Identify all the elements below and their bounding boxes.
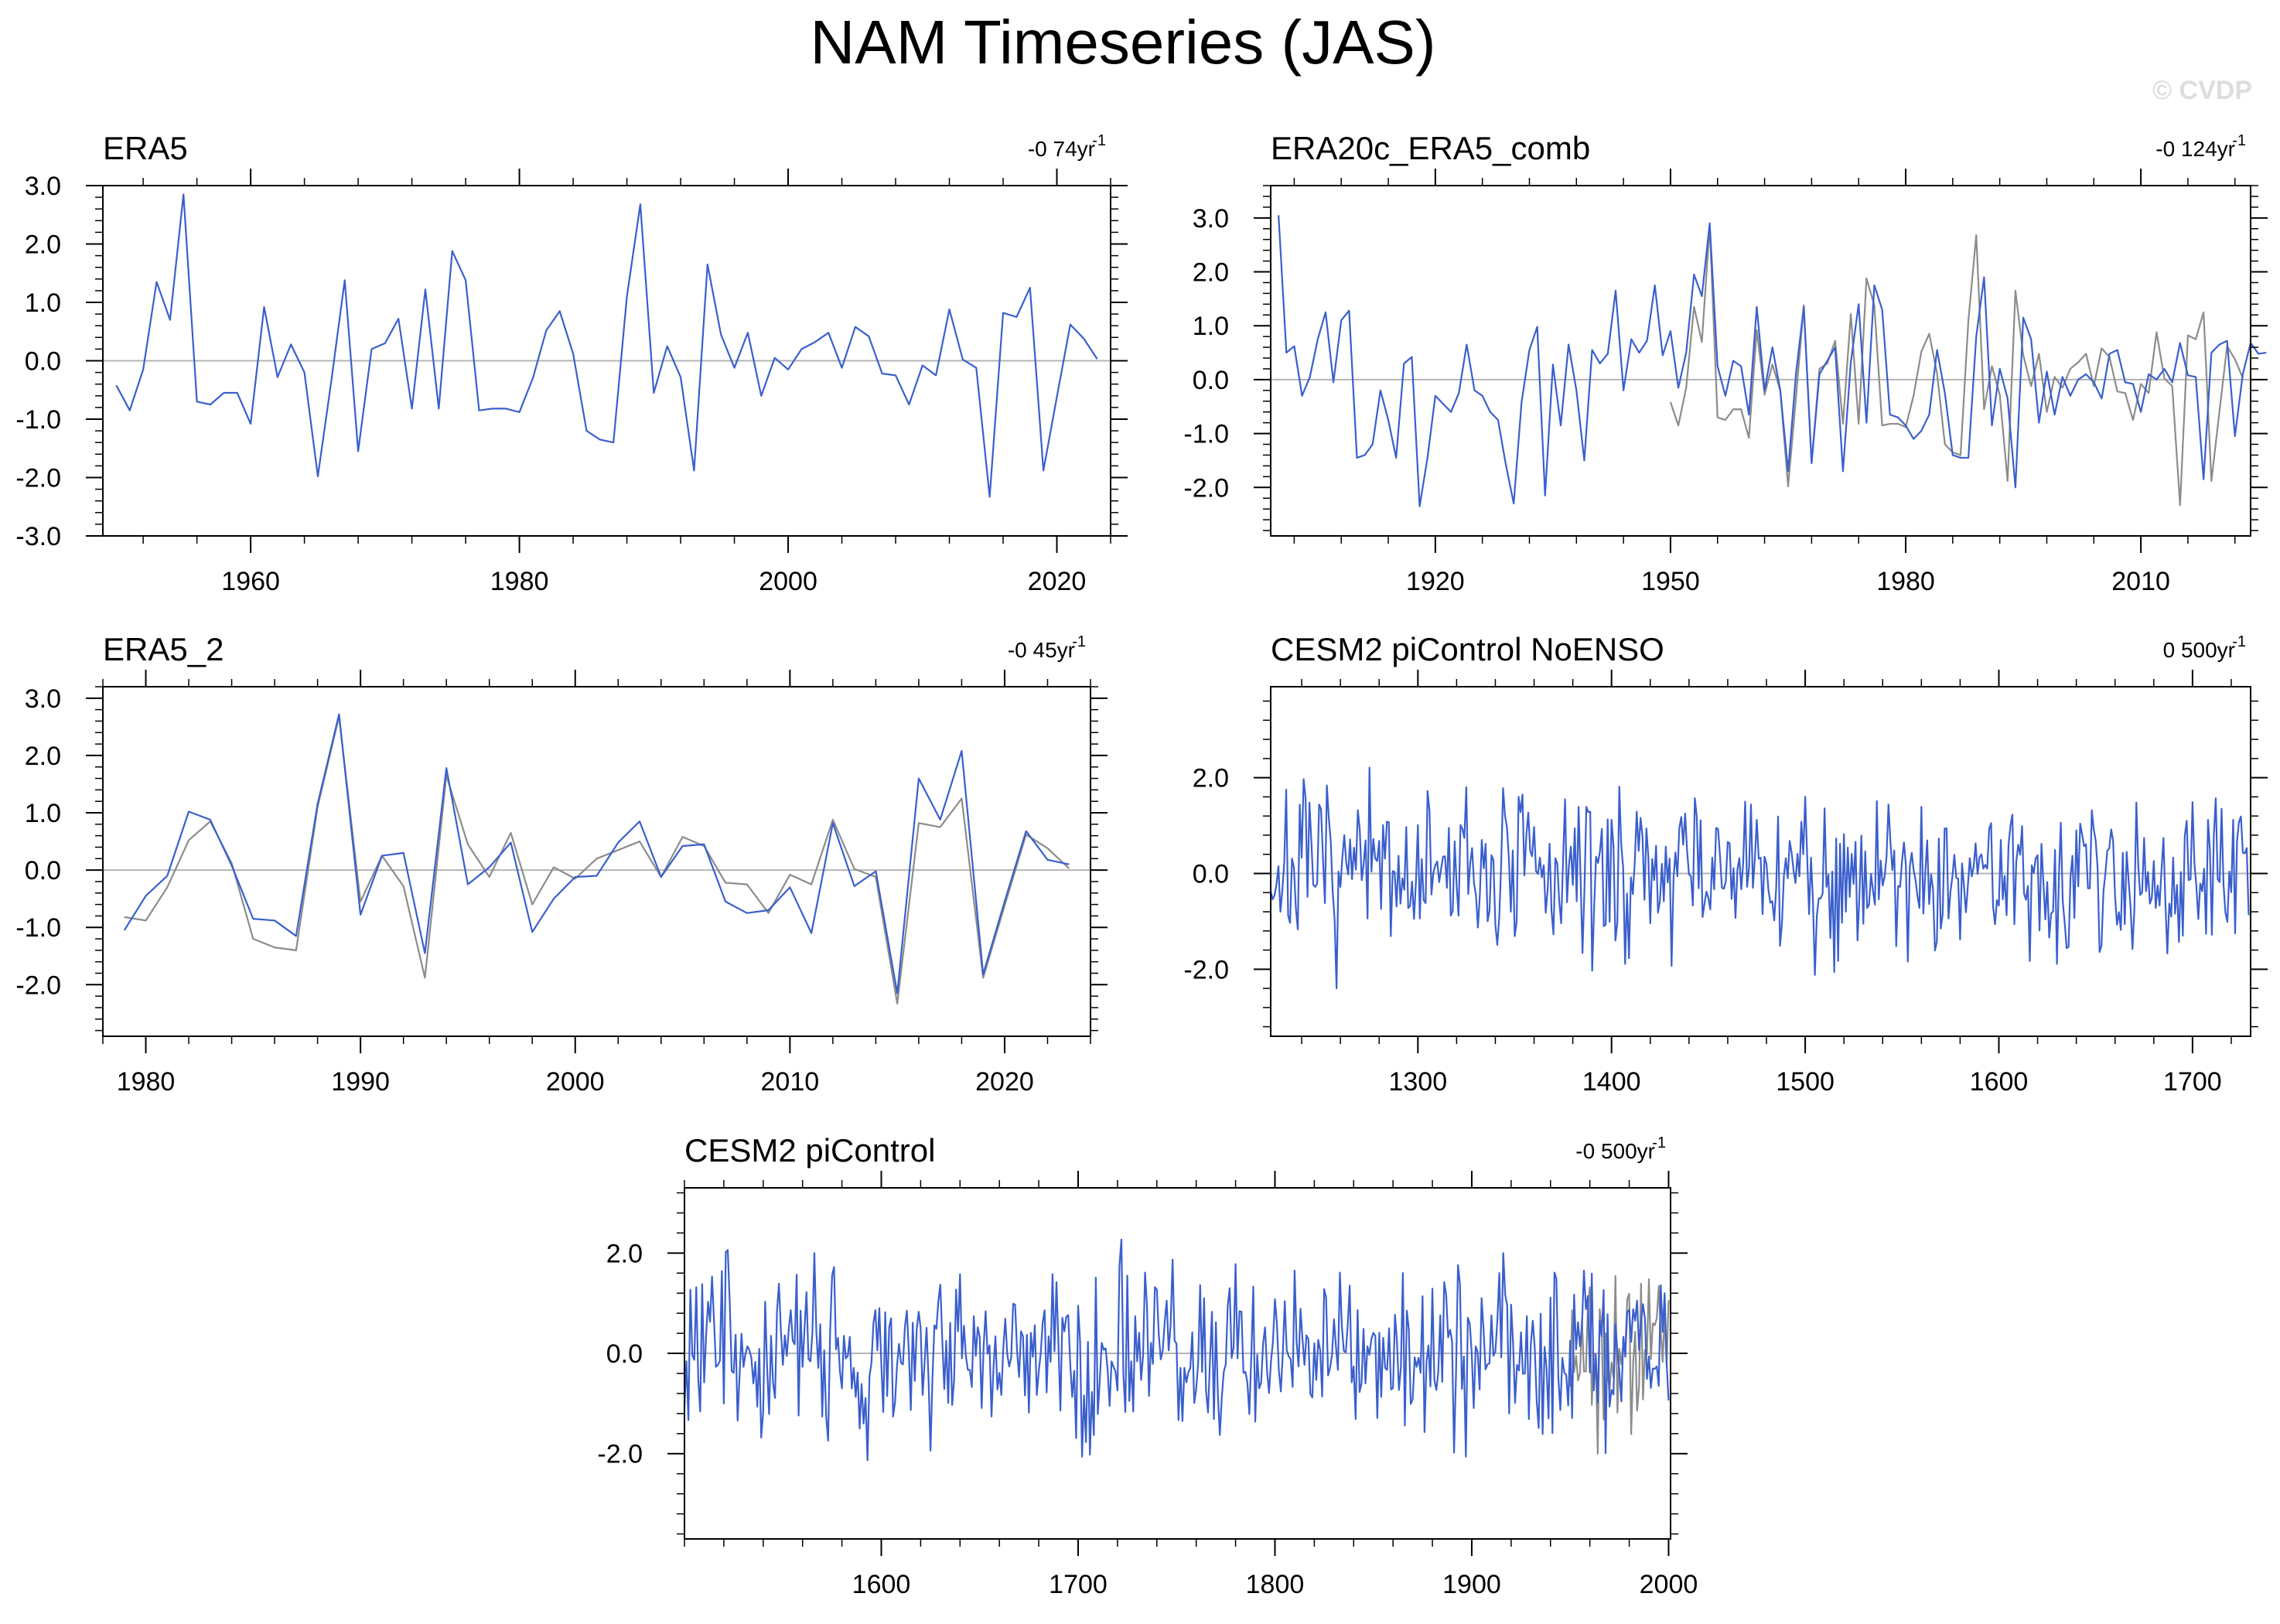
y-tick-label: 2.0 [606,1239,643,1268]
plot-frame [1270,185,2251,537]
trend-exponent: -1 [1092,132,1106,149]
x-tick-label: 1400 [1582,1067,1641,1097]
trend-label: 0 500yr [2163,638,2235,662]
panel-title: ERA5_2 [103,631,224,667]
x-tick-label: 1960 [221,567,280,596]
x-tick-label: 1920 [1406,567,1465,596]
panel-era5-2: ERA5_2 -0 45yr-1 1980 1990 2000 2010 2020 -2.0 -… [15,631,1108,1097]
panel-cesm2-picontrol-noenso: CESM2 piControl NoENSO 0 500yr-1 1300 1400 1… [1183,631,2268,1097]
y-tick-label: 0.0 [1193,859,1229,889]
x-tick-label: 1980 [117,1067,176,1097]
y-tick-label: -2.0 [15,971,61,1000]
series-line-secondary-0 [124,715,1070,1005]
y-tick-label: -1.0 [15,405,61,435]
y-tick-label: 1.0 [25,799,61,828]
series-line-secondary-0 [1669,225,2244,507]
trend-label: -0 45yr [1008,638,1075,662]
plot-frame [102,686,1091,1037]
trend-label: -0 124yr [2155,137,2235,161]
y-tick-label: 1.0 [1193,312,1229,341]
x-tick-label: 1990 [331,1067,390,1097]
x-tick-label: 2000 [1640,1570,1698,1599]
y-tick-label: 0.0 [25,856,61,885]
trend-exponent: -1 [1652,1134,1666,1151]
y-tick-label: 2.0 [25,742,61,771]
y-tick-label: -1.0 [15,913,61,943]
x-tick-label: 1700 [1049,1570,1108,1599]
trend-exponent: -1 [2232,132,2246,149]
x-tick-label: 1600 [852,1570,911,1599]
y-tick-label: 3.0 [1193,204,1229,234]
panel-title: CESM2 piControl NoENSO [1271,631,1664,667]
y-tick-label: 3.0 [25,684,61,714]
x-tick-label: 1980 [490,567,549,596]
figure-title: NAM Timeseries (JAS) [811,8,1436,77]
trend-exponent: -1 [1072,633,1086,650]
series-line-primary-1 [1278,215,2267,507]
x-tick-label: 2000 [546,1067,605,1097]
trend-exponent: -1 [2232,633,2246,650]
x-tick-label: 1950 [1641,567,1700,596]
y-tick-label: -2.0 [597,1440,643,1469]
x-tick-label: 1800 [1246,1570,1305,1599]
panel-era5: ERA5 -0 74yr-1 1960 1980 2000 2020 -3.0 -2.0 -1.… [15,130,1128,596]
y-tick-label: 0.0 [25,347,61,377]
y-tick-label: 2.0 [25,230,61,260]
series-line-secondary-0 [1569,1275,1670,1455]
series-line-primary-1 [123,713,1070,995]
series-line-primary-1 [683,1238,1670,1462]
panel-title: ERA5 [103,130,188,166]
series-line-primary-0 [1269,766,2250,990]
y-tick-label: -2.0 [1183,955,1229,984]
x-tick-label: 1980 [1876,567,1935,596]
panel-title: ERA20c_ERA5_comb [1271,130,1590,166]
y-tick-label: 3.0 [25,172,61,201]
plot-frame [1270,686,2251,1037]
x-tick-label: 2020 [975,1067,1034,1097]
y-tick-label: 0.0 [606,1339,643,1369]
x-tick-label: 2010 [2111,567,2170,596]
panel-cesm2-picontrol: CESM2 piControl -0 500yr-1 1600 1700 1800 190… [597,1132,1698,1599]
y-tick-label: -2.0 [15,464,61,493]
x-tick-label: 2020 [1028,567,1087,596]
x-tick-label: 2000 [759,567,817,596]
watermark: © CVDP [2152,76,2252,105]
trend-label: -0 74yr [1028,137,1095,161]
trend-label: -0 500yr [1575,1139,1655,1163]
x-tick-label: 1700 [2163,1067,2222,1097]
plot-frame [684,1187,1671,1540]
x-tick-label: 2010 [761,1067,820,1097]
panel-era20c-era5-comb: ERA20c_ERA5_comb -0 124yr-1 1920 1950 1980 20… [1183,130,2268,596]
series-line-primary-0 [115,193,1098,498]
y-tick-label: -2.0 [1183,473,1229,503]
x-tick-label: 1600 [1970,1067,2029,1097]
y-tick-label: -3.0 [15,522,61,551]
x-tick-label: 1500 [1776,1067,1835,1097]
x-tick-label: 1900 [1442,1570,1501,1599]
y-tick-label: 0.0 [1193,366,1229,395]
y-tick-label: 2.0 [1193,258,1229,288]
y-tick-label: 1.0 [25,288,61,318]
x-tick-label: 1300 [1388,1067,1447,1097]
panel-title: CESM2 piControl [684,1132,935,1169]
y-tick-label: 2.0 [1193,764,1229,793]
y-tick-label: -1.0 [1183,420,1229,449]
